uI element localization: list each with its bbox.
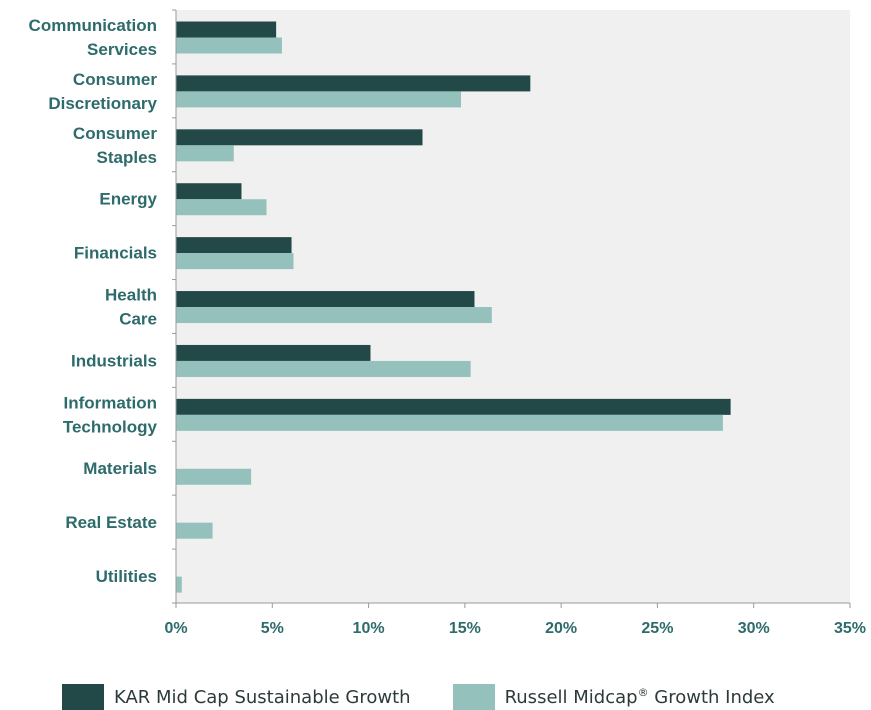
category-label: Information Technology bbox=[63, 393, 158, 436]
category-label-line: Technology bbox=[63, 417, 158, 436]
x-tick-label: 35% bbox=[834, 620, 866, 637]
category-label-line: Real Estate bbox=[65, 513, 157, 532]
legend-label-russell: Russell Midcap® Growth Index bbox=[505, 686, 775, 708]
legend-label-russell-suffix: Growth Index bbox=[648, 687, 775, 708]
category-label-line: Consumer bbox=[73, 70, 157, 89]
legend-swatch-kar bbox=[62, 684, 104, 710]
bars-group bbox=[176, 21, 731, 593]
category-label-line: Care bbox=[119, 310, 157, 329]
category-label-line: Communication bbox=[29, 16, 157, 35]
category-label: Energy bbox=[99, 190, 157, 209]
category-label-line: Utilities bbox=[96, 567, 157, 586]
x-tick-label: 25% bbox=[641, 620, 673, 637]
category-label-line: Services bbox=[87, 40, 157, 59]
legend-swatch-russell bbox=[452, 684, 495, 710]
category-label: Communication Services bbox=[29, 16, 157, 59]
legend-label-russell-main: Russell Midcap bbox=[504, 687, 638, 708]
category-label-line: Materials bbox=[83, 459, 157, 478]
bar-kar bbox=[176, 291, 475, 308]
category-label: Health Care bbox=[105, 286, 157, 329]
bar-kar bbox=[176, 183, 242, 200]
bar-russell bbox=[176, 199, 267, 216]
category-label-line: Discretionary bbox=[48, 94, 157, 113]
x-tick-label: 0% bbox=[164, 620, 187, 637]
legend: KAR Mid Cap Sustainable Growth Russell M… bbox=[62, 684, 775, 710]
category-label-line: Financials bbox=[74, 244, 157, 263]
category-label: Materials bbox=[83, 459, 157, 478]
category-label-line: Staples bbox=[97, 148, 157, 167]
bar-kar bbox=[176, 237, 292, 254]
category-label: Consumer Staples bbox=[73, 124, 157, 167]
x-tick-label: 15% bbox=[449, 620, 481, 637]
category-label: Industrials bbox=[71, 351, 157, 370]
bar-russell bbox=[176, 360, 471, 377]
category-label: Utilities bbox=[96, 567, 157, 586]
x-tick-label: 10% bbox=[353, 620, 385, 637]
bar-russell bbox=[176, 145, 234, 162]
bar-russell bbox=[176, 468, 252, 485]
bar-russell bbox=[176, 307, 492, 324]
bar-russell bbox=[176, 253, 294, 270]
bar-russell bbox=[176, 37, 282, 54]
category-label: Consumer Discretionary bbox=[48, 70, 157, 113]
bar-russell bbox=[176, 91, 462, 108]
category-label-line: Energy bbox=[99, 190, 157, 209]
category-label-line: Consumer bbox=[73, 124, 157, 143]
bar-kar bbox=[176, 21, 277, 38]
legend-label-kar: KAR Mid Cap Sustainable Growth bbox=[114, 686, 411, 708]
x-tick-label: 20% bbox=[545, 620, 577, 637]
legend-label-russell-superscript: ® bbox=[637, 686, 649, 699]
category-label-line: Industrials bbox=[71, 351, 157, 370]
bar-chart: Communication Services Consumer Discretiona… bbox=[29, 9, 866, 637]
category-label-line: Information bbox=[64, 393, 158, 412]
bar-russell bbox=[176, 522, 213, 539]
category-label-line: Health bbox=[105, 286, 157, 305]
category-labels: Communication Services Consumer Discretiona… bbox=[29, 16, 158, 586]
bar-russell bbox=[176, 414, 723, 431]
bar-kar bbox=[176, 75, 531, 92]
y-axis-ticks bbox=[172, 9, 176, 604]
legend-item-kar: KAR Mid Cap Sustainable Growth bbox=[62, 684, 411, 710]
legend-item-russell: Russell Midcap® Growth Index bbox=[452, 684, 775, 710]
category-label: Real Estate bbox=[65, 513, 157, 532]
x-tick-label: 30% bbox=[738, 620, 770, 637]
bar-kar bbox=[176, 129, 423, 146]
category-label: Financials bbox=[74, 244, 157, 263]
bar-russell bbox=[176, 576, 182, 593]
x-tick-labels: 0% 5% 10% 15% 20% 25% 30% 35% bbox=[164, 620, 866, 637]
x-tick-label: 5% bbox=[261, 620, 284, 637]
bar-kar bbox=[176, 398, 731, 415]
x-axis-ticks bbox=[175, 603, 851, 608]
bar-kar bbox=[176, 344, 371, 361]
